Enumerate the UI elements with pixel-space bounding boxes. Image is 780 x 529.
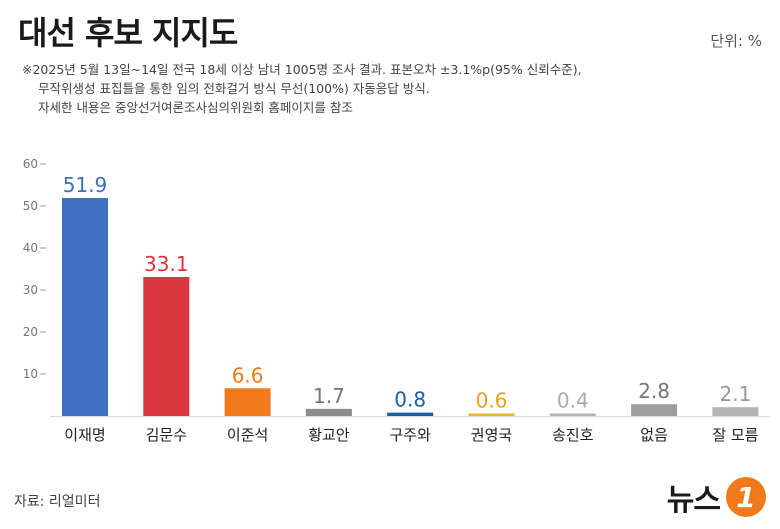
- bar: [62, 198, 108, 416]
- value-label: 51.9: [63, 173, 108, 197]
- y-tick-label: 30: [23, 283, 38, 297]
- unit-label: 단위: %: [710, 32, 762, 50]
- category-label: 이재명: [64, 426, 105, 444]
- bar: [224, 388, 271, 416]
- note-line: 자세한 내용은 중앙선거여론조사심의위원회 홈페이지를 참조: [38, 100, 353, 115]
- y-axis: 10 20 30 40 50 60: [23, 157, 46, 381]
- value-label: 1.7: [313, 384, 345, 408]
- y-tick-label: 10: [23, 367, 38, 381]
- source-label: 자료: 리얼미터: [14, 494, 101, 510]
- y-tick-label: 60: [23, 157, 38, 171]
- value-labels: 51.9 33.1 6.6 1.7 0.8 0.6 0.4 2.8 2.1: [63, 173, 752, 412]
- bar: [631, 404, 678, 416]
- value-label: 0.6: [476, 388, 508, 412]
- value-label: 2.1: [719, 382, 751, 406]
- bar: [712, 407, 759, 416]
- news1-logo: 뉴스 1: [667, 475, 766, 519]
- category-label: 이준석: [227, 426, 268, 444]
- note-line: 무작위생성 표집틀을 통한 임의 전화걸거 방식 무선(100%) 자동응답 방…: [38, 81, 430, 96]
- bar: [468, 413, 515, 416]
- value-label: 33.1: [144, 252, 189, 276]
- value-label: 0.4: [557, 389, 589, 413]
- category-label: 김문수: [146, 426, 187, 444]
- bars: [50, 198, 770, 417]
- value-label: 2.8: [638, 379, 670, 403]
- note-line: ※2025년 5월 13일~14일 전국 18세 이상 남녀 1005명 조사 …: [22, 62, 582, 77]
- survey-notes: ※2025년 5월 13일~14일 전국 18세 이상 남녀 1005명 조사 …: [22, 60, 582, 117]
- y-tick-label: 40: [23, 241, 38, 255]
- category-label: 잘 모름: [712, 426, 758, 444]
- category-label: 황교안: [308, 426, 350, 444]
- x-labels: 이재명 김문수 이준석 황교안 구주와 권영국 송진호 없음 잘 모름: [64, 426, 758, 444]
- bar: [387, 412, 434, 416]
- logo-text: 뉴스: [666, 483, 721, 518]
- value-label: 6.6: [232, 363, 264, 387]
- category-label: 송진호: [552, 426, 594, 444]
- bar: [305, 408, 352, 416]
- category-label: 구주와: [389, 426, 431, 444]
- y-tick-label: 50: [23, 199, 38, 213]
- bar: [143, 276, 190, 416]
- logo-mark-icon: 1: [726, 477, 766, 517]
- page-title: 대선 후보 지지도: [18, 14, 238, 52]
- value-label: 0.8: [394, 388, 426, 412]
- category-label: 없음: [640, 426, 668, 444]
- y-tick-label: 20: [23, 325, 38, 339]
- category-label: 권영국: [471, 426, 513, 444]
- bar-chart: 10 20 30 40 50 60 51.9 33.1 6.6 1.7 0.8 0.6 0.4 2.8 2…: [23, 157, 770, 444]
- bar: [549, 413, 596, 416]
